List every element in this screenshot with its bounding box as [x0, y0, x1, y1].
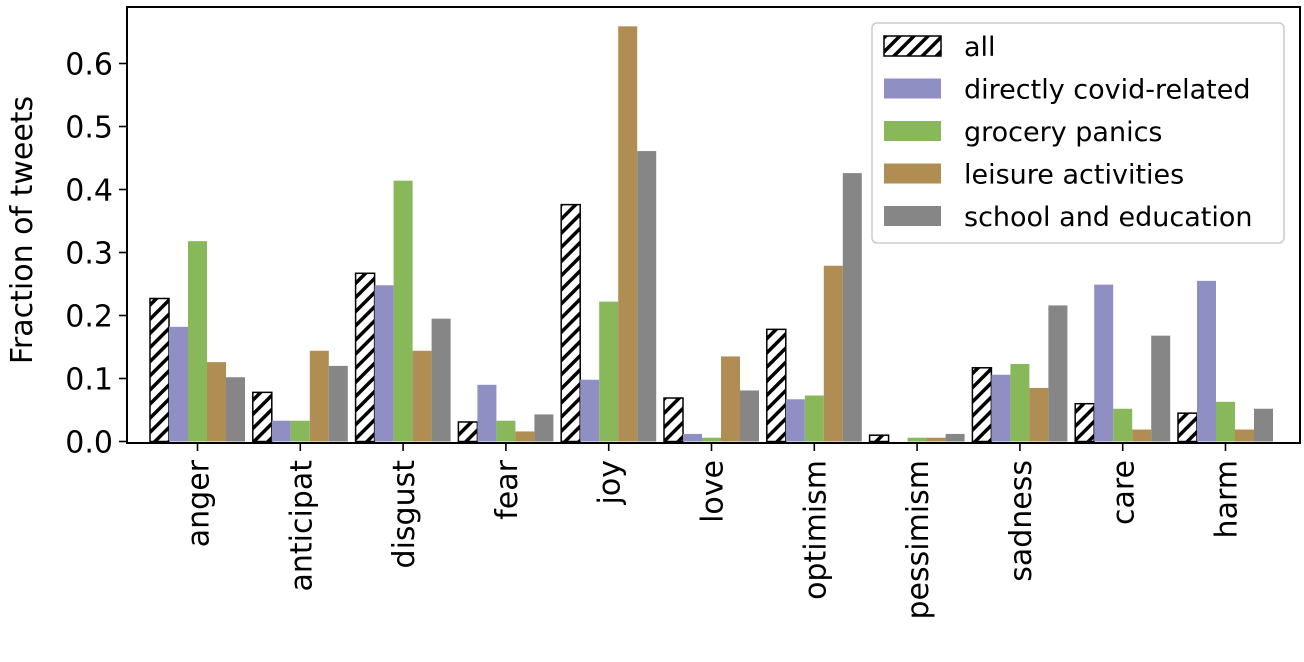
bar-pessimism-grocery-panics — [907, 437, 927, 442]
y-tick-label: 0.6 — [65, 48, 113, 83]
bar-disgust-leisure-activities — [412, 350, 432, 442]
x-tick-label: pessimism — [901, 460, 936, 620]
bar-anger-leisure-activities — [207, 362, 226, 442]
bar-sadness-directly-covid-related — [991, 374, 1011, 442]
legend-label: grocery panics — [964, 117, 1163, 148]
bar-optimism-grocery-panics — [804, 395, 824, 442]
bar-harm-directly-covid-related — [1197, 280, 1216, 442]
x-tick-label: care — [1107, 460, 1142, 525]
bar-fear-school-and-education — [534, 414, 554, 442]
bar-fear-directly-covid-related — [477, 384, 497, 442]
bar-love-leisure-activities — [721, 356, 740, 442]
bar-joy-school-and-education — [637, 151, 657, 442]
legend-swatch — [884, 206, 941, 226]
bar-harm-leisure-activities — [1235, 429, 1254, 442]
bar-anticipat-directly-covid-related — [271, 420, 291, 442]
bar-sadness-grocery-panics — [1010, 364, 1030, 442]
x-tick-label: sadness — [1004, 460, 1039, 582]
bar-sadness-leisure-activities — [1029, 387, 1049, 442]
y-tick-label: 0.3 — [65, 237, 113, 272]
y-tick-label: 0.1 — [65, 363, 113, 398]
legend-swatch — [884, 163, 941, 184]
bar-fear-leisure-activities — [515, 431, 535, 442]
x-tick-label: fear — [490, 459, 525, 519]
bar-anger-all — [149, 297, 170, 443]
bar-joy-directly-covid-related — [580, 379, 600, 442]
bar-anger-school-and-education — [226, 377, 245, 442]
bar-harm-school-and-education — [1254, 408, 1273, 442]
y-tick-label: 0.5 — [65, 111, 113, 146]
legend-swatch — [883, 35, 942, 57]
x-tick-label: anger — [182, 459, 217, 547]
bar-fear-grocery-panics — [496, 420, 516, 442]
bar-joy-all — [560, 203, 581, 443]
legend-swatch — [884, 78, 941, 99]
bar-pessimism-school-and-education — [945, 433, 965, 442]
bar-anticipat-all — [252, 391, 273, 443]
x-tick-label: love — [696, 460, 731, 523]
bar-care-all — [1074, 402, 1095, 443]
bar-disgust-school-and-education — [431, 318, 451, 442]
legend-label: all — [964, 32, 996, 63]
bar-love-all — [663, 397, 684, 443]
y-axis: 0.0 0.1 0.2 0.3 0.4 0.5 0.6 — [65, 48, 127, 461]
bar-disgust-directly-covid-related — [374, 285, 394, 442]
bars-layer — [149, 26, 1273, 443]
bar-anticipat-leisure-activities — [309, 350, 329, 442]
x-tick-label: joy — [593, 460, 628, 505]
bar-care-directly-covid-related — [1094, 284, 1114, 442]
bar-care-grocery-panics — [1113, 408, 1133, 442]
x-tick-label: harm — [1210, 460, 1245, 538]
legend-label: leisure activities — [964, 160, 1184, 191]
y-tick-label: 0.4 — [65, 174, 113, 209]
bar-love-school-and-education — [740, 390, 759, 442]
bar-fear-all — [457, 421, 479, 443]
legend-box — [871, 22, 1285, 244]
bar-pessimism-all — [868, 434, 890, 443]
x-tick-label: anticipat — [284, 460, 319, 592]
bar-joy-grocery-panics — [599, 301, 619, 442]
bar-disgust-grocery-panics — [393, 180, 413, 442]
bar-love-grocery-panics — [702, 437, 721, 442]
legend: all directly covid-related grocery panics l… — [871, 22, 1285, 244]
plot-frame — [126, 6, 1301, 444]
bar-care-leisure-activities — [1132, 429, 1152, 442]
bar-optimism-school-and-education — [842, 173, 862, 442]
x-axis: anger anticipat disgust fear joy love optimism… — [182, 443, 1245, 620]
bar-sadness-all — [971, 367, 993, 443]
bar-optimism-leisure-activities — [823, 265, 843, 442]
bar-harm-grocery-panics — [1216, 401, 1235, 442]
legend-label: directly covid-related — [964, 75, 1250, 106]
bar-anticipat-school-and-education — [328, 365, 348, 442]
x-tick-label: optimism — [798, 460, 833, 600]
legend-swatch — [884, 121, 941, 141]
bar-harm-all — [1177, 412, 1198, 443]
bar-disgust-all — [354, 272, 376, 443]
bar-sadness-school-and-education — [1048, 305, 1068, 442]
bar-joy-leisure-activities — [618, 26, 638, 442]
y-tick-label: 0.0 — [65, 426, 113, 461]
bar-care-school-and-education — [1151, 335, 1171, 442]
legend-label: school and education — [964, 202, 1253, 233]
y-axis-title: Fraction of tweets — [5, 96, 40, 364]
y-tick-label: 0.2 — [65, 300, 113, 335]
bar-optimism-all — [766, 328, 787, 443]
x-tick-label: disgust — [387, 460, 422, 569]
bar-love-directly-covid-related — [683, 433, 702, 442]
bar-anticipat-grocery-panics — [290, 420, 310, 442]
bar-optimism-directly-covid-related — [785, 399, 805, 442]
bar-anger-directly-covid-related — [169, 326, 188, 442]
bar-pessimism-leisure-activities — [926, 437, 946, 442]
bar-anger-grocery-panics — [188, 241, 207, 442]
